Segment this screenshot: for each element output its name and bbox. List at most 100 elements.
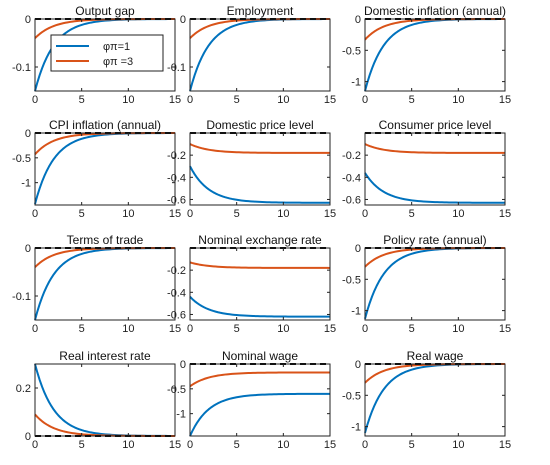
axes-box xyxy=(364,363,506,437)
x-tick-label: 0 xyxy=(187,208,193,220)
series-line-phi3 xyxy=(364,363,505,384)
y-tick-label: -0.6 xyxy=(167,309,186,321)
y-tick-label: -0.2 xyxy=(342,150,361,162)
y-tick-label: -0.6 xyxy=(167,194,186,206)
axes-box xyxy=(364,18,506,92)
panel-title: Consumer price level xyxy=(379,118,492,132)
panel-title: Nominal exchange rate xyxy=(198,233,322,247)
panel-title: Employment xyxy=(227,4,294,18)
y-tick-label: -0.2 xyxy=(167,150,186,162)
panel-1: Output gap 0 5 10 15 0 -0.1 φπ=1 φπ =3 xyxy=(12,4,181,106)
panel-6: Consumer price level 0 5 10 15 -0.2 -0.4 -0.6 xyxy=(342,118,511,220)
series-line-phi3 xyxy=(34,413,175,437)
y-tick-label: -1 xyxy=(351,422,361,434)
series-line-phi1 xyxy=(189,296,331,318)
x-tick-label: 15 xyxy=(324,94,336,106)
panel-5: Domestic price level 0 5 10 15 -0.2 -0.4 -0.6 xyxy=(167,118,336,220)
panel-10: Real interest rate 0 5 10 15 0 0.2 xyxy=(16,349,181,451)
y-tick-label: -0.5 xyxy=(167,384,186,396)
x-tick-label: 0 xyxy=(32,94,38,106)
y-tick-label: 0 xyxy=(355,359,361,371)
x-tick-label: 10 xyxy=(452,323,464,335)
series-line-phi3 xyxy=(364,247,505,268)
x-tick-label: 15 xyxy=(169,439,181,451)
series-line-phi1 xyxy=(364,18,506,92)
x-tick-label: 10 xyxy=(122,94,134,106)
x-tick-label: 15 xyxy=(169,208,181,220)
axes-box xyxy=(189,363,331,437)
legend-label: φπ =3 xyxy=(103,56,133,68)
y-tick-label: -0.1 xyxy=(167,62,186,74)
x-tick-label: 0 xyxy=(362,323,368,335)
panel-title: Real interest rate xyxy=(59,349,151,363)
x-tick-label: 5 xyxy=(79,208,85,220)
y-tick-label: -1 xyxy=(351,77,361,89)
y-tick-label: 0 xyxy=(25,243,31,255)
x-tick-label: 15 xyxy=(324,208,336,220)
axes-box xyxy=(189,18,331,92)
x-tick-label: 5 xyxy=(79,94,85,106)
y-tick-label: 0 xyxy=(355,14,361,26)
x-tick-label: 15 xyxy=(499,439,511,451)
series-line-phi3 xyxy=(189,261,331,269)
x-tick-label: 15 xyxy=(324,323,336,335)
x-tick-label: 0 xyxy=(32,323,38,335)
x-tick-label: 0 xyxy=(187,94,193,106)
legend: φπ=1 φπ =3 xyxy=(50,34,164,72)
x-tick-label: 15 xyxy=(169,94,181,106)
x-tick-label: 5 xyxy=(409,208,415,220)
x-tick-label: 10 xyxy=(452,439,464,451)
x-tick-label: 5 xyxy=(79,323,85,335)
x-tick-label: 0 xyxy=(32,208,38,220)
panel-4: CPI inflation (annual) 0 5 10 15 0 -0.5 -1 xyxy=(12,118,181,220)
series-line-phi3 xyxy=(189,143,330,154)
series-line-phi3 xyxy=(189,371,330,388)
series-line-phi1 xyxy=(364,172,505,204)
legend-label: φπ=1 xyxy=(103,41,130,53)
y-tick-label: 0.2 xyxy=(16,383,31,395)
series-line-phi3 xyxy=(189,18,330,39)
y-tick-label: -1 xyxy=(21,178,31,190)
series-line-phi1 xyxy=(189,392,330,437)
y-tick-label: -0.2 xyxy=(167,265,186,277)
x-tick-label: 0 xyxy=(187,323,193,335)
axes-box xyxy=(364,132,506,206)
x-tick-label: 10 xyxy=(122,323,134,335)
axes-box xyxy=(34,18,176,92)
series-line-phi3 xyxy=(34,132,175,156)
panel-title: CPI inflation (annual) xyxy=(49,118,161,132)
x-tick-label: 0 xyxy=(362,439,368,451)
y-tick-label: -1 xyxy=(176,409,186,421)
y-tick-label: 0 xyxy=(25,128,31,140)
y-tick-label: -0.5 xyxy=(342,45,361,57)
panel-3: Domestic inflation (annual)0 5 10 150-0.5-1 xyxy=(342,4,511,106)
panel-7: Terms of trade 0 5 10 15 0 -0.1 xyxy=(12,233,181,335)
series-line-phi1 xyxy=(364,247,505,320)
y-tick-label: -0.1 xyxy=(12,62,31,74)
x-tick-label: 5 xyxy=(409,323,415,335)
y-tick-label: -0.4 xyxy=(167,287,186,299)
panel-11: Nominal wage 0 5 10 15 0 -0.5 -1 xyxy=(167,349,336,451)
series-line-phi3 xyxy=(364,18,505,41)
x-tick-label: 10 xyxy=(122,439,134,451)
axes-box xyxy=(34,132,176,206)
panel-8: Nominal exchange rate 0 5 10 15 -0.2 -0.4 -0.6 xyxy=(167,233,336,335)
x-tick-label: 15 xyxy=(499,94,511,106)
series-line-phi1 xyxy=(364,363,505,434)
series-line-phi3 xyxy=(364,143,505,154)
panel-title: Domestic price level xyxy=(206,118,313,132)
y-tick-label: 0 xyxy=(355,243,361,255)
x-tick-label: 0 xyxy=(362,208,368,220)
y-tick-label: 0 xyxy=(180,359,186,371)
x-tick-label: 5 xyxy=(409,439,415,451)
x-tick-label: 0 xyxy=(362,94,368,106)
y-tick-label: 0 xyxy=(25,14,31,26)
x-tick-label: 15 xyxy=(499,323,511,335)
x-tick-label: 10 xyxy=(452,94,464,106)
x-tick-label: 15 xyxy=(324,439,336,451)
x-tick-label: 10 xyxy=(277,439,289,451)
panel-title: Terms of trade xyxy=(67,233,144,247)
y-tick-label: -0.4 xyxy=(342,172,361,184)
